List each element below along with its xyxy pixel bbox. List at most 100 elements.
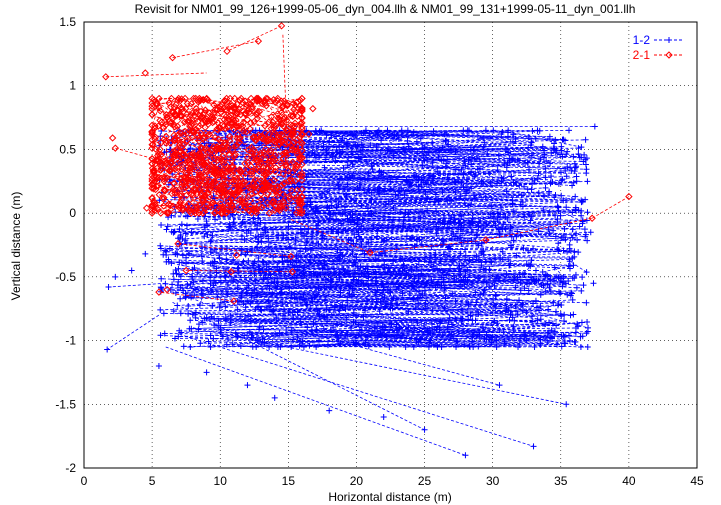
data-point — [319, 190, 326, 197]
series-segment — [257, 294, 559, 305]
y-tick-label: 1.5 — [59, 15, 76, 29]
data-point — [506, 317, 513, 324]
data-point — [251, 286, 258, 293]
data-point — [263, 305, 270, 312]
data-point — [445, 141, 452, 148]
data-point — [201, 233, 208, 240]
series-segment — [373, 226, 573, 239]
data-point — [291, 294, 298, 301]
data-point — [524, 159, 531, 166]
series-segment — [451, 216, 518, 232]
data-point — [223, 317, 230, 324]
series-segment — [440, 260, 482, 266]
y-tick-label: -0.5 — [55, 270, 76, 284]
data-point — [347, 237, 354, 244]
series-segment — [472, 251, 579, 260]
data-point — [579, 274, 586, 281]
series-segment — [288, 181, 462, 194]
legend-label: 2-1 — [633, 48, 651, 62]
data-point — [569, 226, 576, 233]
series-segment — [453, 275, 561, 283]
data-point — [235, 265, 242, 272]
series-segment — [186, 240, 464, 244]
series-segment — [279, 258, 340, 271]
data-point — [573, 284, 580, 291]
series-segment — [511, 153, 567, 160]
x-tick-label: 40 — [622, 474, 636, 488]
series-segment — [200, 337, 552, 344]
series-segment — [380, 159, 448, 176]
y-tick-label: 0 — [69, 206, 76, 220]
series-segment — [284, 239, 514, 257]
series-segment — [251, 323, 432, 339]
data-point — [203, 218, 210, 225]
data-point — [468, 169, 475, 176]
data-point — [170, 308, 177, 315]
data-point — [189, 266, 196, 273]
data-point — [238, 233, 245, 240]
series-segment — [351, 283, 427, 297]
series-segment — [396, 289, 419, 293]
data-point — [388, 219, 395, 226]
data-point — [526, 166, 533, 173]
data-point — [184, 281, 191, 288]
series-segment — [166, 244, 479, 256]
series-segment — [448, 240, 468, 248]
data-point — [583, 269, 590, 276]
data-point — [167, 286, 174, 293]
data-point — [473, 253, 480, 260]
data-point — [490, 302, 497, 309]
data-point — [177, 310, 184, 317]
data-point — [171, 228, 178, 235]
data-point — [460, 171, 467, 178]
data-point — [503, 164, 510, 171]
series-segment — [439, 150, 478, 160]
data-point — [157, 242, 164, 249]
series-segment — [190, 340, 300, 348]
series-segment — [233, 129, 402, 133]
series-segment — [315, 155, 532, 159]
data-point — [327, 277, 334, 284]
legend-label: 1-2 — [633, 33, 651, 47]
series-segment — [355, 336, 473, 338]
data-point — [412, 304, 419, 311]
data-point — [175, 265, 182, 272]
data-point — [510, 237, 517, 244]
chart-title: Revisit for NM01_99_126+1999-05-06_dyn_0… — [135, 2, 636, 16]
data-point — [247, 300, 254, 307]
data-point — [224, 281, 231, 288]
series-segment — [473, 149, 585, 156]
series-segment — [174, 206, 491, 216]
series-segment — [213, 265, 227, 270]
series-segment — [360, 149, 574, 158]
series-segment — [312, 144, 531, 154]
series-segment — [175, 239, 186, 255]
data-point — [158, 221, 165, 228]
data-point — [258, 341, 265, 348]
series-segment — [210, 266, 417, 278]
data-point — [534, 317, 541, 324]
series-segment — [210, 278, 534, 293]
data-point — [217, 326, 224, 333]
data-point — [491, 282, 498, 289]
series-segment — [412, 148, 555, 151]
series-segment — [300, 223, 448, 233]
series-segment — [308, 163, 540, 175]
data-point — [464, 187, 471, 194]
data-point — [525, 287, 532, 294]
series-segment — [333, 213, 551, 226]
series-segment — [569, 229, 574, 245]
data-point — [456, 271, 463, 278]
data-point — [230, 256, 237, 263]
data-point — [315, 218, 322, 225]
series-segment — [470, 149, 510, 159]
series-segment — [513, 166, 568, 183]
data-point — [369, 166, 376, 173]
series-segment — [182, 227, 410, 240]
x-tick-label: 20 — [350, 474, 364, 488]
series-segment — [186, 243, 354, 259]
data-point — [157, 306, 164, 313]
series-segment — [337, 335, 492, 343]
data-point — [417, 214, 424, 221]
